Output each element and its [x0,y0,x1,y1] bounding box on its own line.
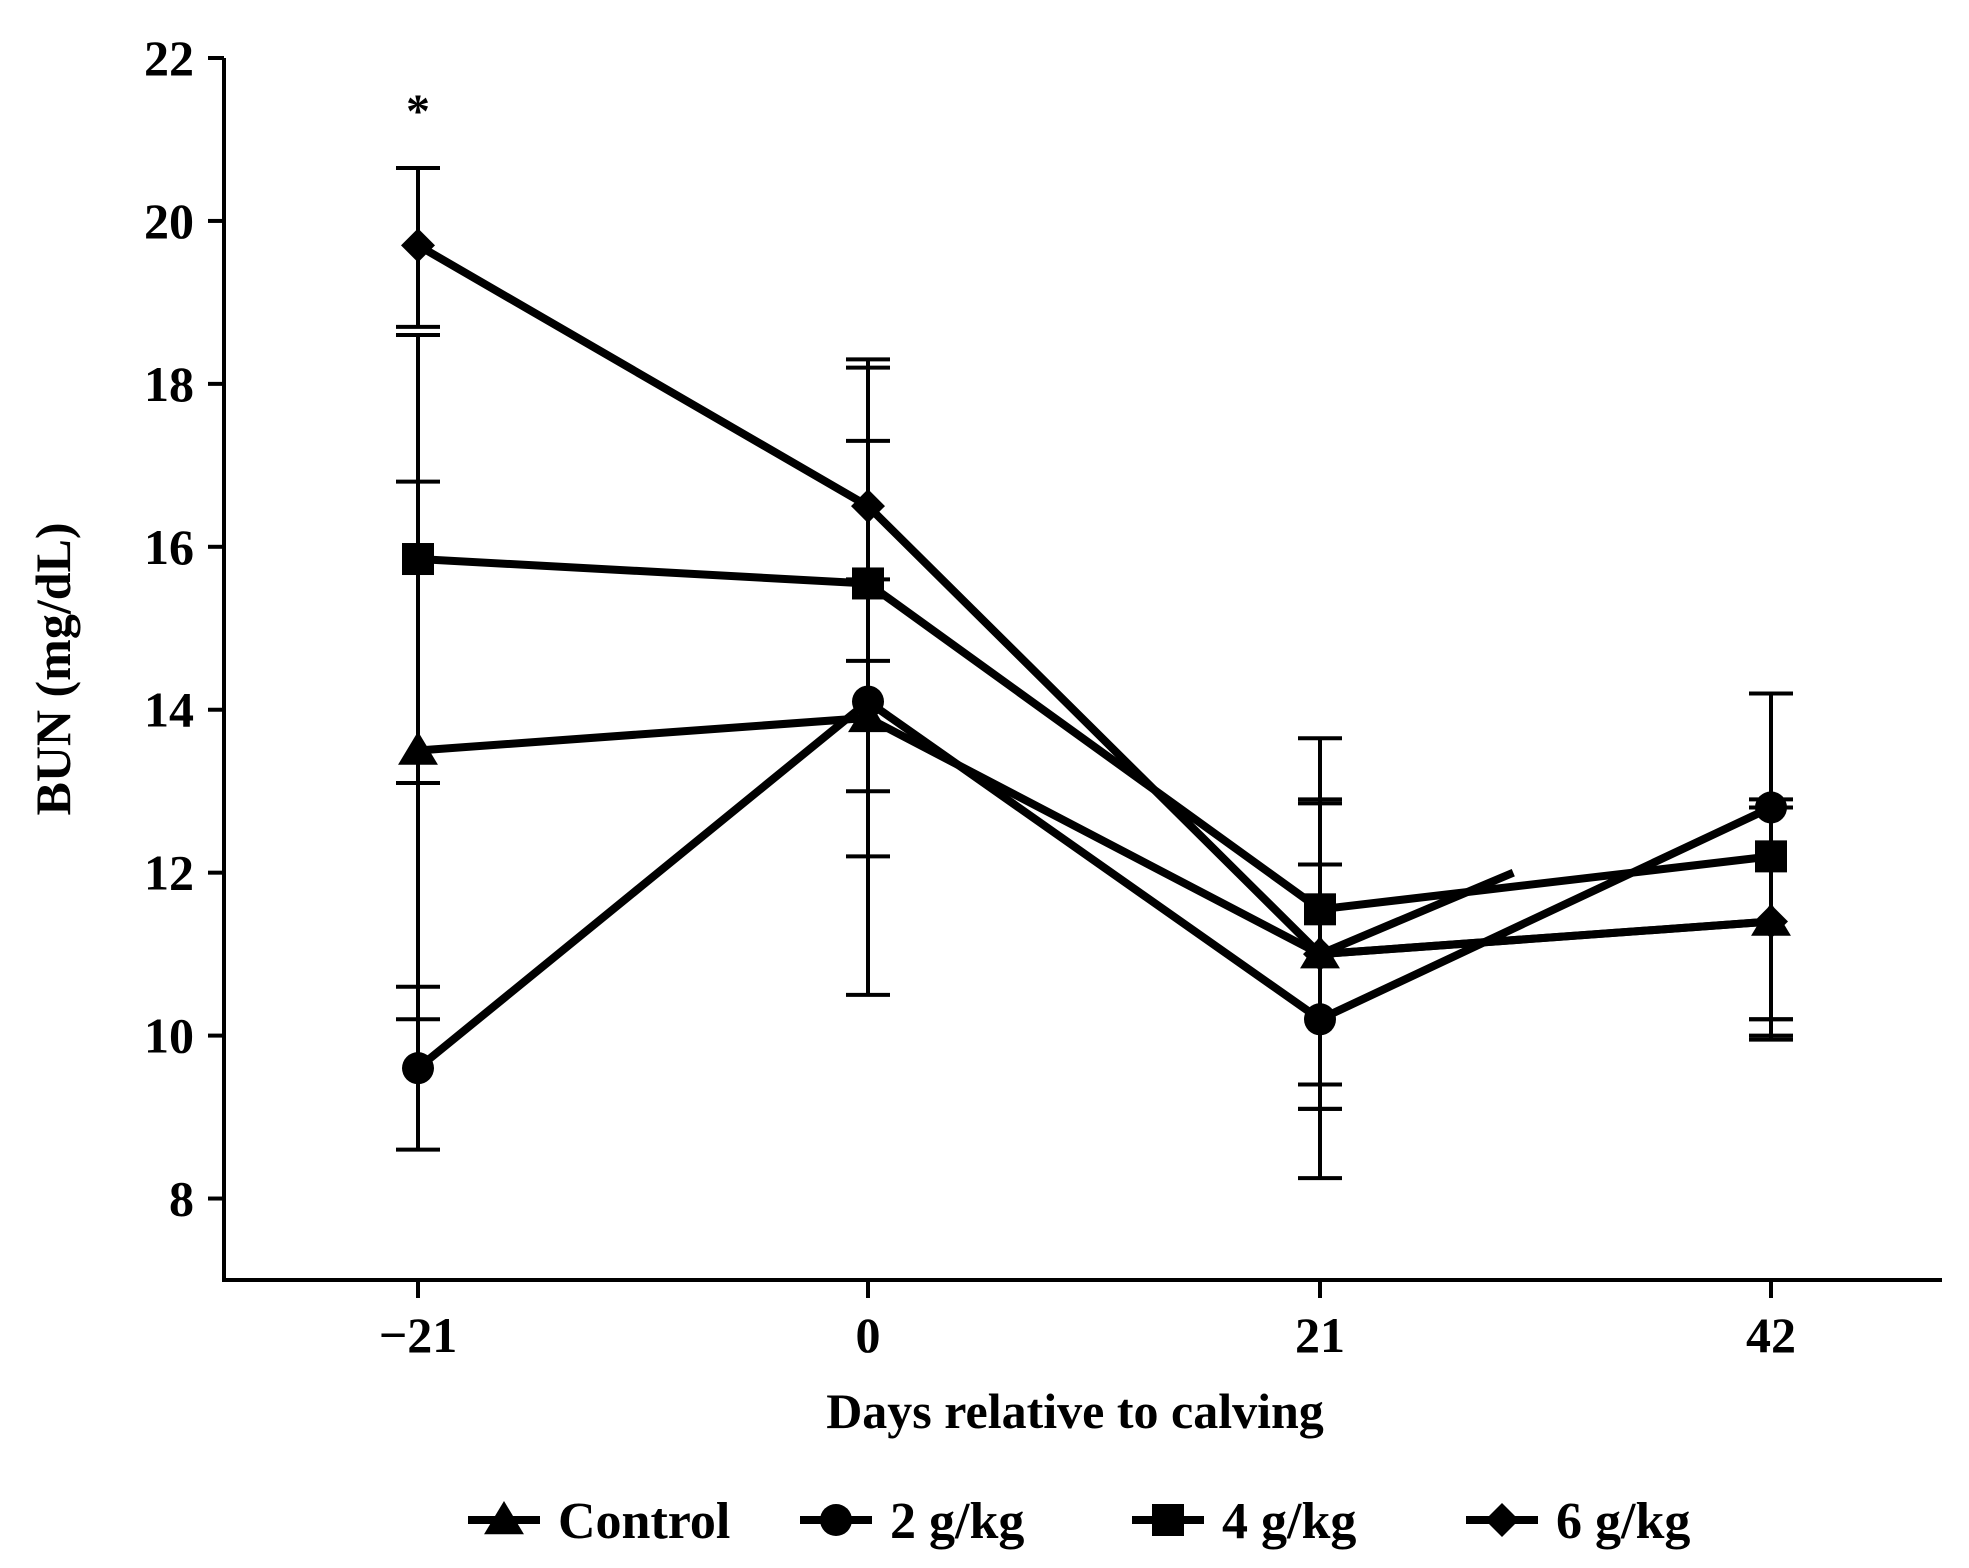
y-tick-label: 18 [144,356,194,412]
x-tick-label: −21 [379,1307,458,1363]
data-point-square [402,543,434,576]
legend-marker-diamond [1485,1503,1519,1537]
series-line [417,555,1772,914]
y-tick-label: 10 [144,1008,194,1064]
series-line [415,241,1772,959]
data-point-circle [1755,791,1787,824]
data-point-square [1304,893,1336,926]
chart-axes: 8 10 12 14 16 18 20 22 −21 0 21 42 Days relative to … [25,30,1942,1439]
y-tick-label: 8 [169,1171,194,1227]
y-tick-label: 14 [144,682,194,738]
legend-label: 6 g/kg [1556,1493,1690,1550]
x-tick-label: 0 [856,1307,881,1363]
y-tick-label: 12 [144,845,194,901]
data-point-circle [402,1052,434,1085]
legend-label: Control [558,1493,730,1550]
data-point-diamond [1303,937,1337,972]
data-point-triangle [398,731,438,765]
legend-label: 2 g/kg [890,1493,1024,1550]
chart-annotations: * [406,85,430,138]
legend-marker-triangle [484,1501,524,1535]
y-tick-label: 22 [144,30,194,86]
data-point-diamond [1754,904,1788,939]
data-point-diamond [851,489,885,524]
x-tick-label: 42 [1746,1307,1796,1363]
x-axis-title: Days relative to calving [826,1383,1324,1439]
significance-marker: * [406,85,430,138]
series-line [417,713,1772,959]
data-point-square [852,567,884,600]
data-point-circle [1304,1003,1336,1036]
y-tick-label: 20 [144,193,194,249]
series-line [415,697,1773,1072]
data-point-diamond [401,228,435,263]
series-lines [415,241,1773,1072]
chart-legend: Control 2 g/kg 4 g/kg 6 g/kg [468,1493,1690,1550]
y-axis-title: BUN (mg/dL) [25,522,81,815]
legend-label: 4 g/kg [1222,1493,1356,1550]
error-bars [396,165,1793,1181]
data-point-square [1755,840,1787,873]
data-point-circle [852,685,884,718]
stray-line-segment [1318,868,1515,958]
x-tick-label: 21 [1295,1307,1345,1363]
y-tick-label: 16 [144,519,194,575]
series-markers [398,228,1791,1085]
legend-marker-circle [820,1504,852,1536]
legend-marker-square [1152,1504,1184,1536]
